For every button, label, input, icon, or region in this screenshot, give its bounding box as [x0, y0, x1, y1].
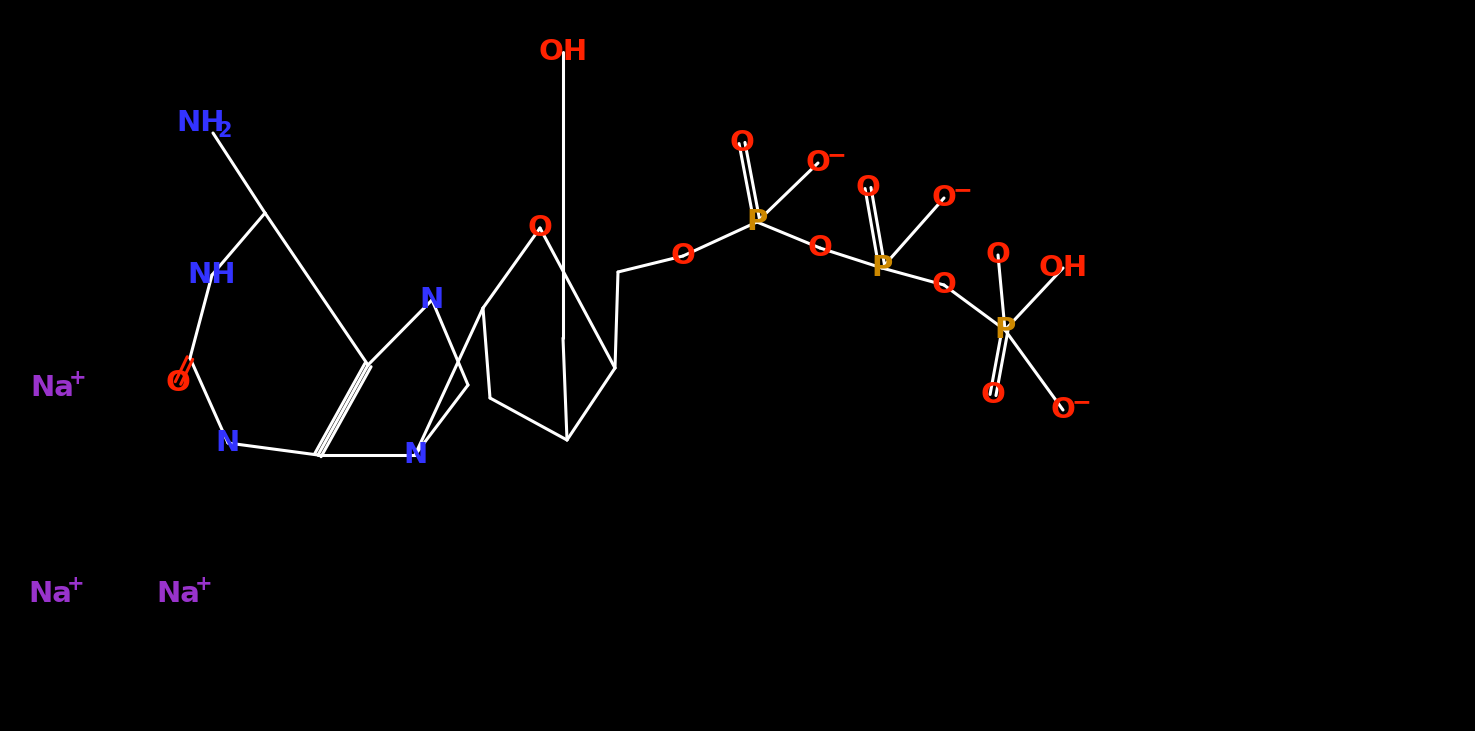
Text: Na: Na [30, 374, 74, 402]
Text: O: O [808, 234, 832, 262]
Text: O: O [985, 241, 1010, 269]
Text: O: O [805, 149, 830, 177]
Text: N: N [420, 286, 444, 314]
Text: O: O [932, 271, 956, 299]
Text: P: P [994, 316, 1016, 344]
Text: O: O [855, 174, 881, 202]
Text: 2: 2 [218, 121, 232, 141]
Text: O: O [671, 242, 695, 270]
Text: P: P [872, 254, 892, 282]
Text: Na: Na [28, 580, 72, 608]
Text: O: O [981, 381, 1006, 409]
Text: O: O [932, 184, 956, 212]
Text: NH: NH [177, 109, 226, 137]
Text: −: − [1071, 390, 1092, 414]
Text: O: O [730, 129, 754, 157]
Text: Na: Na [156, 580, 201, 608]
Text: N: N [403, 441, 428, 469]
Text: P: P [746, 208, 767, 236]
Text: −: − [953, 178, 972, 202]
Text: +: + [69, 368, 87, 388]
Text: O: O [165, 369, 190, 397]
Text: OH: OH [538, 38, 587, 66]
Text: +: + [195, 574, 212, 594]
Text: +: + [68, 574, 86, 594]
Text: O: O [1050, 396, 1075, 424]
Text: N: N [215, 429, 240, 457]
Text: −: − [826, 143, 845, 167]
Text: O: O [528, 214, 553, 242]
Text: OH: OH [1038, 254, 1087, 282]
Text: NH: NH [187, 261, 236, 289]
